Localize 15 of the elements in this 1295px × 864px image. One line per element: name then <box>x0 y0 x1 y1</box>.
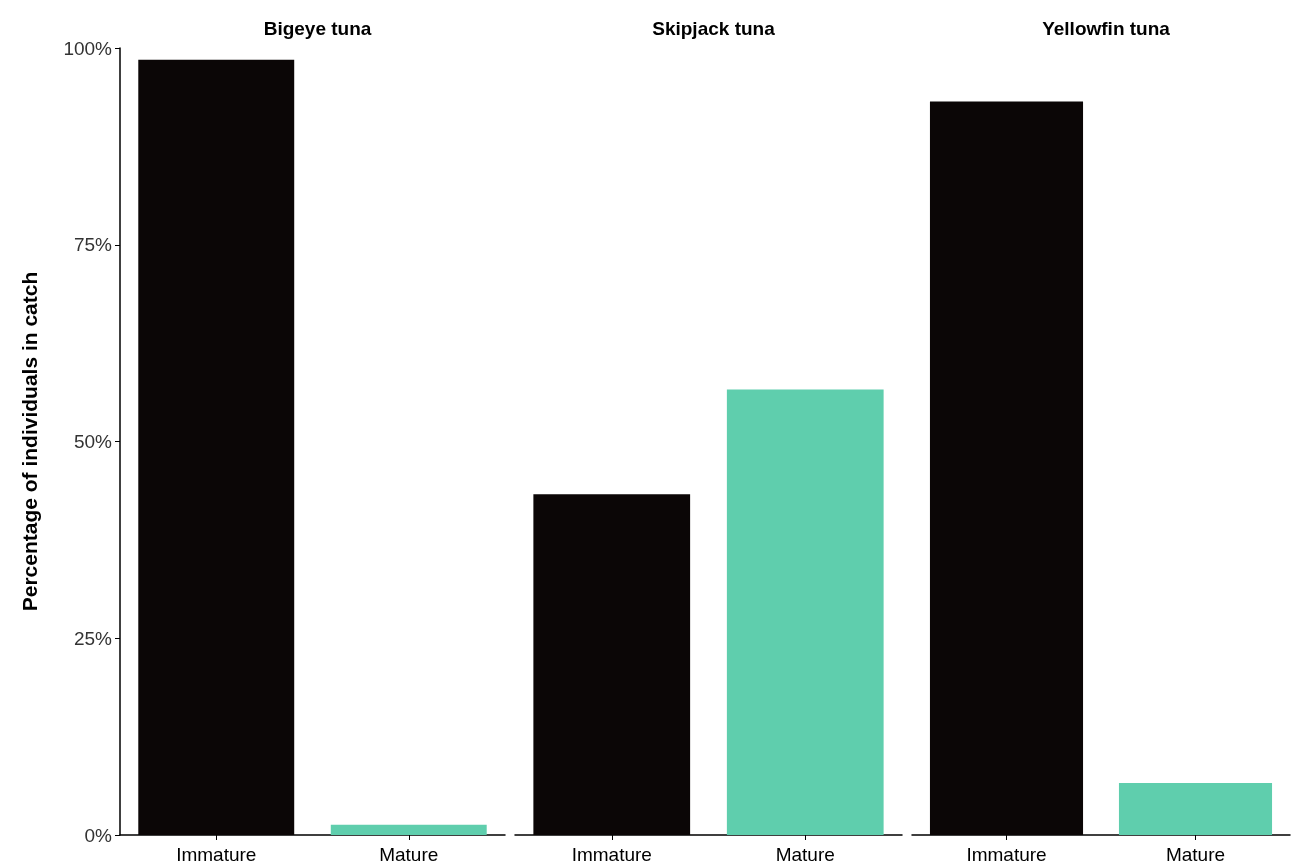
chart-title: Yellowfin tuna <box>1042 18 1171 39</box>
x-tick-label: Mature <box>1165 844 1226 864</box>
x-tick-label: Immature <box>571 844 652 864</box>
y-axis-title: Percentage of individuals in catch <box>18 271 41 612</box>
y-tick-label: 75% <box>73 234 113 256</box>
chart-title: Bigeye tuna <box>263 18 372 39</box>
x-tick-label: Mature <box>379 844 439 864</box>
y-tick-label: 50% <box>73 431 113 452</box>
chart-title: Skipjack tuna <box>652 18 776 39</box>
x-tick-label: Immature <box>176 844 257 864</box>
y-tick-label: 100% <box>63 37 113 59</box>
y-tick-label: 25% <box>73 627 113 649</box>
x-tick-label: Mature <box>775 844 835 864</box>
x-tick-label: Immature <box>966 844 1047 864</box>
y-tick-label: 0% <box>84 824 113 846</box>
